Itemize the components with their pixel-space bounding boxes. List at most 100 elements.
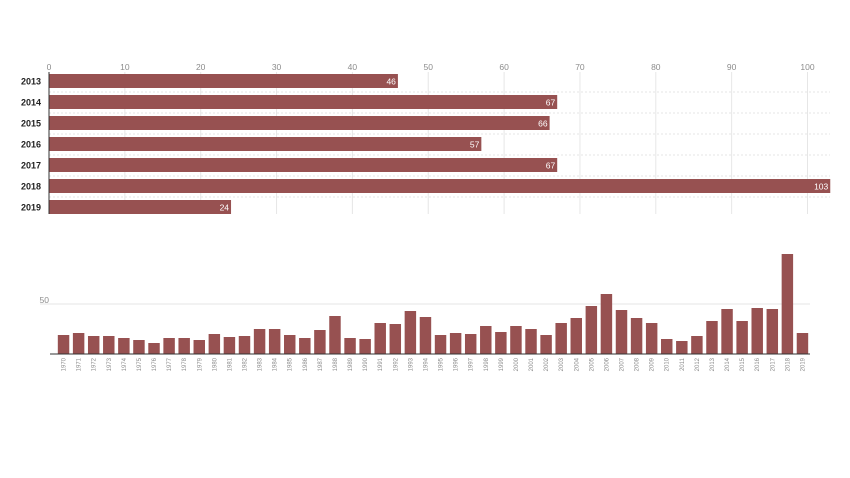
bar [329,316,341,354]
bar [781,254,794,354]
x-tick-label: 1994 [423,357,429,371]
bar [178,338,190,354]
bar [49,137,482,151]
x-tick-label: 2016 [755,357,761,371]
x-tick-label: 2010 [665,357,671,371]
bar [691,336,703,354]
bar [284,335,296,354]
x-tick-label: 2005 [589,357,595,371]
bar [721,309,733,354]
bar-value-label: 67 [546,98,556,108]
category-label: 2019 [21,203,41,213]
x-tick-label: 2018 [785,357,791,371]
bar [133,340,145,354]
bar [480,326,492,354]
bar [706,321,718,354]
x-tick-label: 1984 [273,357,279,371]
bar [163,338,175,354]
category-label: 2014 [21,98,41,108]
bar [510,326,522,354]
x-tick-label: 50 [424,62,434,72]
category-label: 2016 [21,140,41,150]
x-tick-label: 2002 [544,357,550,371]
x-tick-label: 1982 [243,357,249,371]
x-tick-label: 1989 [348,357,354,371]
bar [49,116,550,130]
bar [49,158,558,172]
x-tick-label: 1978 [182,357,188,371]
bar [72,333,85,354]
bar [570,318,582,354]
x-tick-label: 2003 [559,357,565,371]
x-tick-label: 30 [272,62,282,72]
bar [540,335,552,354]
bar [525,329,537,354]
bar [419,317,432,354]
bar [87,336,100,354]
bar [661,339,673,354]
x-tick-label: 1988 [333,357,339,371]
bar [314,330,326,354]
x-tick-label: 1987 [318,357,324,371]
bar [645,323,658,354]
y-tick-label: 50 [40,295,50,305]
bar [404,311,417,354]
bar [193,340,205,354]
x-tick-label: 2000 [514,357,520,371]
bar [389,324,402,354]
x-tick-label: 80 [651,62,661,72]
x-tick-label: 1977 [167,357,173,371]
bar [615,310,628,354]
bar [796,333,809,354]
bar [600,294,613,354]
x-tick-label: 100 [800,62,814,72]
x-tick-label: 1986 [303,357,309,371]
bar [751,308,763,354]
category-label: 2015 [21,119,41,129]
bar [208,334,221,354]
bar [223,337,236,354]
bar [299,338,311,354]
x-tick-label: 1998 [484,357,490,371]
x-tick-label: 0 [47,62,52,72]
x-tick-label: 2001 [529,357,535,371]
x-tick-label: 1999 [499,357,505,371]
bar [434,335,447,354]
bar [585,306,598,354]
x-tick-label: 2019 [800,357,806,371]
x-tick-label: 70 [575,62,585,72]
bar [49,179,831,193]
x-tick-label: 2007 [620,357,626,371]
x-tick-label: 1990 [363,357,369,371]
x-tick-label: 1973 [107,357,113,371]
x-tick-label: 1992 [393,357,399,371]
horizontal-bar-chart: 0 10 20 30 40 50 60 70 80 90 100 2013 46 2014 67 2015 66… [21,62,831,214]
bar [766,309,779,354]
bar-value-label: 46 [386,77,396,87]
x-tick-label: 20 [196,62,206,72]
bar-value-label: 66 [538,119,548,129]
x-tick-label: 2006 [604,357,610,371]
x-tick-label: 1970 [62,357,68,371]
x-tick-label: 1976 [152,357,158,371]
x-tick-label: 1983 [258,357,264,371]
x-tick-label: 1991 [378,357,384,371]
bar [148,343,160,354]
x-tick-label: 1993 [408,357,414,371]
bar [736,321,748,354]
bar [49,95,558,109]
category-label: 2013 [21,77,41,87]
x-tick-label: 40 [348,62,358,72]
bar [49,200,232,214]
bar [676,341,688,354]
x-tick-label: 2009 [650,357,656,371]
x-tick-label: 1995 [439,357,445,371]
category-label: 2017 [21,161,41,171]
x-tick-label: 1971 [77,357,83,371]
bar-value-label: 103 [814,182,828,192]
x-tick-label: 2012 [695,357,701,371]
x-tick-label: 1985 [288,357,294,371]
bar [238,336,251,354]
x-tick-label: 1972 [92,357,98,371]
